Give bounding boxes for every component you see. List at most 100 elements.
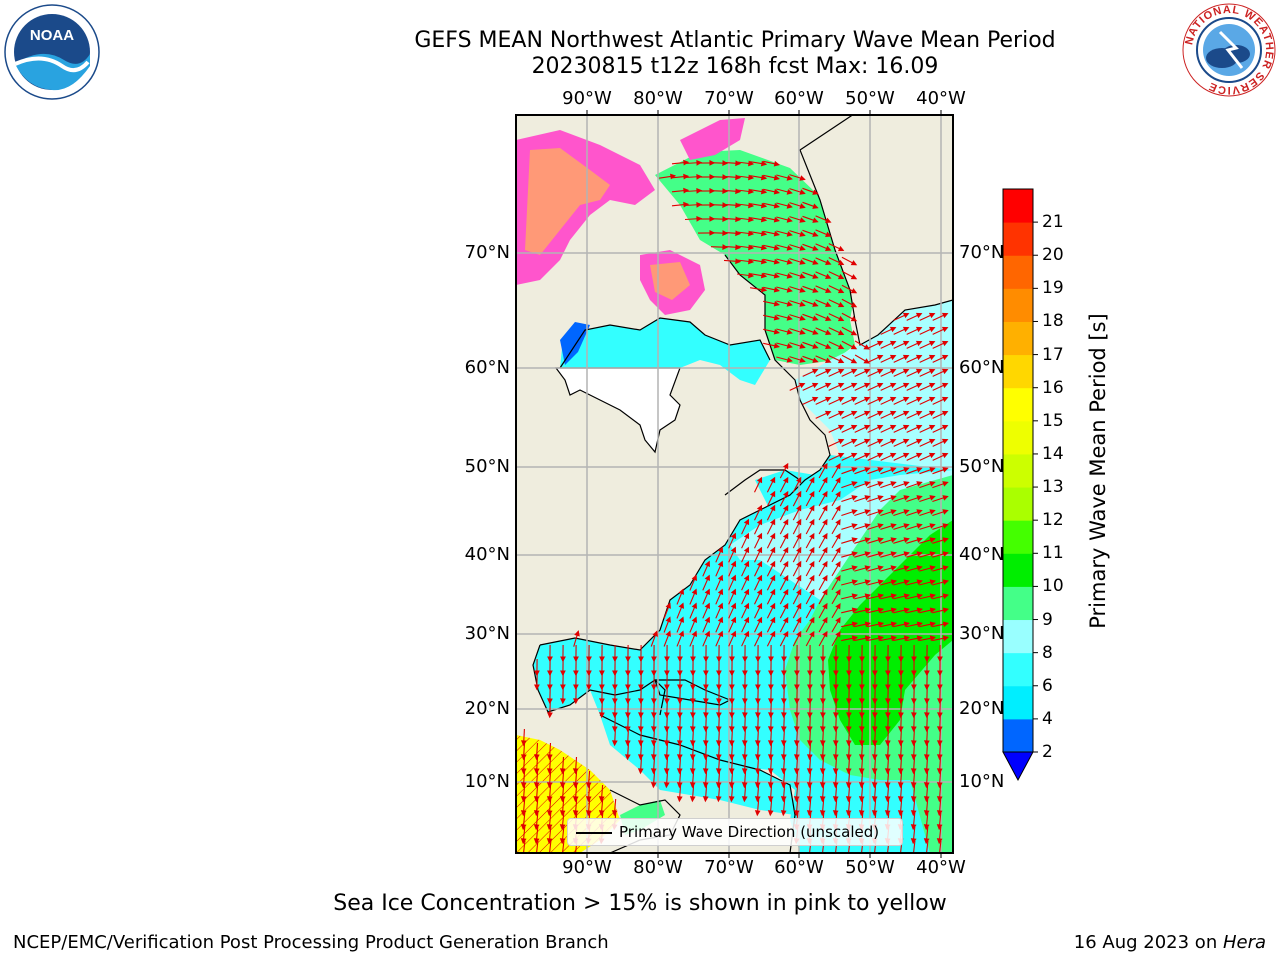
wave-arrow-head — [799, 217, 806, 223]
colorbar-tick-label: 21 — [1042, 212, 1064, 233]
colorbar-segment — [1003, 718, 1033, 753]
lat-tick-right: 60°N — [959, 357, 1005, 378]
wave-arrow-head — [864, 579, 872, 585]
wave-arrow-head — [652, 630, 658, 637]
wave-arrow-head — [890, 537, 897, 543]
wave-arrow-head — [769, 560, 776, 568]
lat-tick-left: 40°N — [464, 544, 510, 565]
wave-arrow-head — [846, 698, 852, 705]
wave-arrow-head — [859, 698, 865, 705]
wave-arrow — [548, 840, 552, 853]
wave-arrow-head — [876, 368, 884, 375]
wave-arrow-head — [782, 560, 789, 568]
wave-arrow-head — [769, 574, 776, 582]
wave-arrow-head — [864, 481, 871, 487]
wave-arrow-head — [916, 495, 923, 501]
wave-arrow-head — [773, 342, 781, 349]
wave-arrow-head — [812, 343, 819, 349]
wave-arrow-head — [929, 523, 936, 529]
wave-arrow-head — [786, 301, 793, 307]
wave-arrow-head — [812, 189, 819, 195]
wave-arrow-head — [796, 490, 802, 498]
lat-tick-left: 30°N — [464, 623, 510, 644]
wave-arrow-head — [837, 301, 845, 308]
wave-arrow-head — [678, 588, 685, 595]
wave-arrow-head — [851, 551, 858, 557]
wave-arrow-head — [851, 635, 858, 642]
wave-arrow-head — [809, 616, 815, 624]
wave-arrow-head — [850, 424, 858, 431]
wave-arrow-head — [903, 621, 911, 628]
wave-arrow-head — [599, 698, 605, 705]
wave-arrow-head — [599, 712, 605, 719]
wave-arrow-head — [809, 602, 815, 610]
wave-arrow-head — [812, 329, 819, 335]
wave-arrow-head — [799, 329, 806, 335]
wave-arrow-head — [915, 368, 923, 375]
wave-arrow-head — [835, 477, 841, 484]
wave-arrow-head — [796, 546, 802, 554]
wave-arrow-head — [782, 574, 789, 582]
wave-arrow-head — [928, 382, 936, 389]
wave-arrow-head — [833, 698, 839, 705]
wave-arrow-head — [786, 245, 793, 251]
wave-arrow-head — [928, 368, 936, 375]
wave-arrow-head — [773, 272, 781, 279]
wave-arrow-head — [769, 588, 776, 596]
wave-arrow-head — [902, 340, 910, 347]
wave-arrow-head — [799, 245, 806, 251]
wave-arrow-head — [915, 396, 923, 403]
wave-arrow-head — [754, 810, 761, 817]
colorbar-segment — [1003, 288, 1033, 322]
wave-arrow-head — [890, 607, 898, 614]
wave-arrow-head — [786, 217, 793, 223]
wave-arrow-head — [665, 602, 671, 609]
footer-host: Hera — [1222, 932, 1266, 953]
wave-arrow-head — [760, 188, 768, 195]
wave-arrow-head — [730, 574, 737, 582]
wave-arrow-head — [825, 259, 832, 266]
lon-tick-top: 50°W — [845, 88, 895, 109]
wave-arrow-head — [889, 368, 897, 375]
wave-arrow-head — [769, 504, 776, 512]
wave-arrow-head — [916, 537, 923, 543]
colorbar-tick-label: 11 — [1042, 543, 1064, 564]
wave-arrow-head — [876, 396, 884, 403]
wave-arrow-head — [941, 424, 949, 431]
wave-arrow-head — [941, 452, 949, 459]
wave-arrow-head — [837, 396, 845, 403]
lon-tick-bottom: 40°W — [916, 857, 966, 878]
wave-arrow-head — [863, 368, 871, 375]
wave-arrow-head — [717, 630, 724, 638]
wave-arrow-head — [877, 551, 884, 557]
caribbean-sea — [600, 715, 795, 815]
wave-arrow-head — [850, 382, 858, 389]
wave-arrow-head — [822, 546, 828, 554]
lon-tick-top: 60°W — [774, 88, 824, 109]
wave-arrow-head — [730, 588, 737, 596]
wave-arrow-head — [756, 504, 763, 512]
wave-arrow-head — [890, 467, 897, 473]
wave-arrow-head — [730, 616, 737, 624]
wave-arrow-head — [903, 565, 910, 571]
wave-arrow-head — [786, 273, 793, 279]
wave-arrow-head — [809, 630, 815, 638]
colorbar-segment — [1003, 354, 1033, 389]
wave-arrow-head — [748, 272, 755, 279]
wave-arrow-head — [903, 495, 910, 501]
wave-arrow-head — [717, 546, 724, 554]
wave-arrow-head — [773, 216, 781, 223]
colorbar-tick-label: 8 — [1042, 642, 1053, 663]
wave-arrow-head — [835, 561, 841, 568]
wave-arrow-head — [796, 602, 802, 610]
colorbar-tick-label: 13 — [1042, 477, 1064, 498]
wave-arrow-head — [574, 630, 580, 637]
wave-arrow-head — [863, 438, 871, 445]
wave-arrow — [561, 840, 565, 853]
wave-arrow-head — [825, 287, 832, 294]
wave-arrow-head — [773, 328, 781, 335]
wave-arrow-head — [851, 621, 859, 628]
wave-arrow-head — [928, 396, 936, 403]
lat-tick-left: 70°N — [464, 242, 510, 263]
wave-arrow-head — [837, 368, 845, 375]
